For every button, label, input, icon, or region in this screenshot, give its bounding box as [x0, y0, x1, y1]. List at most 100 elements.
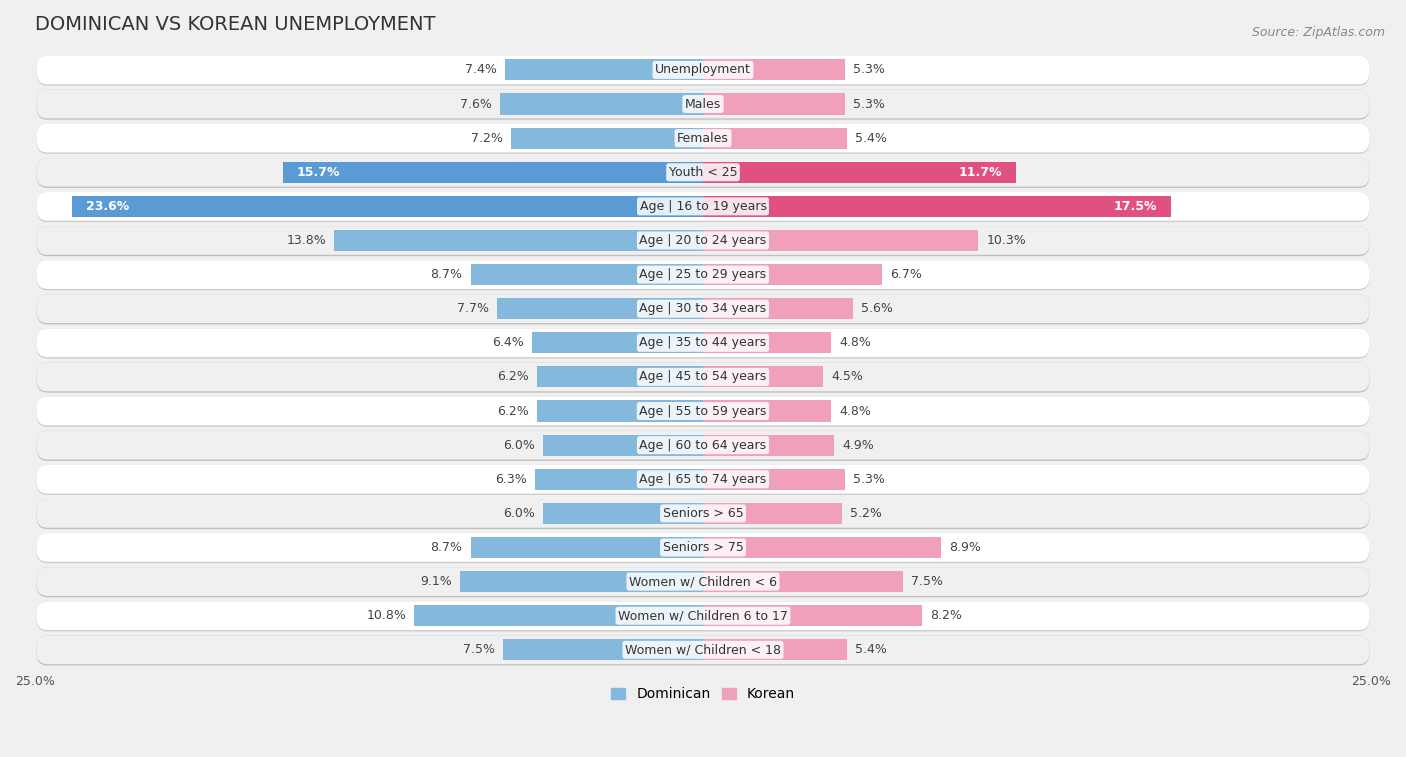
Bar: [703, 503, 842, 524]
Text: 15.7%: 15.7%: [297, 166, 340, 179]
FancyBboxPatch shape: [37, 465, 1369, 494]
Bar: [703, 332, 831, 354]
Bar: [537, 400, 703, 422]
Text: Age | 16 to 19 years: Age | 16 to 19 years: [640, 200, 766, 213]
Text: Youth < 25: Youth < 25: [669, 166, 737, 179]
Text: 9.1%: 9.1%: [420, 575, 451, 588]
FancyBboxPatch shape: [37, 499, 1369, 528]
FancyBboxPatch shape: [37, 329, 1369, 359]
Bar: [335, 230, 703, 251]
Text: 4.9%: 4.9%: [842, 438, 873, 452]
Bar: [703, 162, 1015, 183]
Text: Males: Males: [685, 98, 721, 111]
FancyBboxPatch shape: [37, 533, 1369, 562]
FancyBboxPatch shape: [37, 260, 1369, 289]
FancyBboxPatch shape: [37, 124, 1369, 154]
Bar: [703, 605, 922, 626]
Text: 4.5%: 4.5%: [831, 370, 863, 384]
Text: 11.7%: 11.7%: [959, 166, 1002, 179]
Text: Age | 65 to 74 years: Age | 65 to 74 years: [640, 473, 766, 486]
Bar: [703, 435, 834, 456]
Text: 6.0%: 6.0%: [503, 507, 534, 520]
FancyBboxPatch shape: [37, 89, 1369, 118]
FancyBboxPatch shape: [37, 226, 1369, 255]
Text: 5.4%: 5.4%: [855, 643, 887, 656]
Text: Age | 60 to 64 years: Age | 60 to 64 years: [640, 438, 766, 452]
Bar: [703, 93, 845, 114]
Text: 17.5%: 17.5%: [1114, 200, 1157, 213]
Bar: [471, 264, 703, 285]
FancyBboxPatch shape: [37, 89, 1369, 120]
FancyBboxPatch shape: [37, 499, 1369, 529]
Text: 8.2%: 8.2%: [931, 609, 962, 622]
Bar: [703, 196, 1171, 217]
FancyBboxPatch shape: [37, 124, 1369, 152]
Bar: [471, 537, 703, 558]
Text: Women w/ Children 6 to 17: Women w/ Children 6 to 17: [619, 609, 787, 622]
Text: 8.7%: 8.7%: [430, 268, 463, 281]
Bar: [543, 503, 703, 524]
Bar: [415, 605, 703, 626]
FancyBboxPatch shape: [37, 55, 1369, 84]
Bar: [703, 264, 882, 285]
FancyBboxPatch shape: [37, 635, 1369, 665]
FancyBboxPatch shape: [37, 158, 1369, 186]
Bar: [531, 332, 703, 354]
Text: 5.3%: 5.3%: [852, 64, 884, 76]
Text: 4.8%: 4.8%: [839, 336, 872, 349]
Bar: [460, 571, 703, 592]
Bar: [72, 196, 703, 217]
Text: Seniors > 75: Seniors > 75: [662, 541, 744, 554]
Bar: [498, 298, 703, 319]
FancyBboxPatch shape: [37, 329, 1369, 357]
Text: 5.4%: 5.4%: [855, 132, 887, 145]
Text: 7.7%: 7.7%: [457, 302, 489, 315]
Text: Age | 25 to 29 years: Age | 25 to 29 years: [640, 268, 766, 281]
Text: 4.8%: 4.8%: [839, 404, 872, 418]
Bar: [703, 366, 824, 388]
Bar: [510, 128, 703, 148]
Text: Females: Females: [678, 132, 728, 145]
FancyBboxPatch shape: [37, 635, 1369, 664]
Text: Age | 35 to 44 years: Age | 35 to 44 years: [640, 336, 766, 349]
Text: 7.5%: 7.5%: [463, 643, 495, 656]
Text: 6.3%: 6.3%: [495, 473, 527, 486]
Bar: [534, 469, 703, 490]
Legend: Dominican, Korean: Dominican, Korean: [606, 682, 800, 707]
FancyBboxPatch shape: [37, 294, 1369, 325]
FancyBboxPatch shape: [37, 226, 1369, 256]
FancyBboxPatch shape: [37, 294, 1369, 323]
FancyBboxPatch shape: [37, 192, 1369, 221]
Bar: [703, 128, 848, 148]
Text: 6.0%: 6.0%: [503, 438, 534, 452]
Text: 5.2%: 5.2%: [851, 507, 882, 520]
Bar: [502, 639, 703, 660]
Bar: [703, 400, 831, 422]
Text: 7.4%: 7.4%: [465, 64, 498, 76]
Bar: [505, 59, 703, 80]
Text: 8.9%: 8.9%: [949, 541, 981, 554]
Text: Women w/ Children < 6: Women w/ Children < 6: [628, 575, 778, 588]
Bar: [703, 571, 904, 592]
Text: 6.4%: 6.4%: [492, 336, 524, 349]
FancyBboxPatch shape: [37, 601, 1369, 630]
Text: 13.8%: 13.8%: [287, 234, 326, 247]
FancyBboxPatch shape: [37, 363, 1369, 391]
Text: 10.8%: 10.8%: [367, 609, 406, 622]
FancyBboxPatch shape: [37, 567, 1369, 596]
FancyBboxPatch shape: [37, 431, 1369, 459]
FancyBboxPatch shape: [37, 431, 1369, 461]
Text: 7.5%: 7.5%: [911, 575, 943, 588]
Text: Age | 45 to 54 years: Age | 45 to 54 years: [640, 370, 766, 384]
Bar: [284, 162, 703, 183]
FancyBboxPatch shape: [37, 397, 1369, 427]
Text: Unemployment: Unemployment: [655, 64, 751, 76]
FancyBboxPatch shape: [37, 55, 1369, 86]
Text: 7.2%: 7.2%: [471, 132, 502, 145]
Text: 23.6%: 23.6%: [86, 200, 129, 213]
Bar: [537, 366, 703, 388]
Bar: [703, 469, 845, 490]
FancyBboxPatch shape: [37, 192, 1369, 222]
FancyBboxPatch shape: [37, 465, 1369, 495]
Text: Age | 20 to 24 years: Age | 20 to 24 years: [640, 234, 766, 247]
